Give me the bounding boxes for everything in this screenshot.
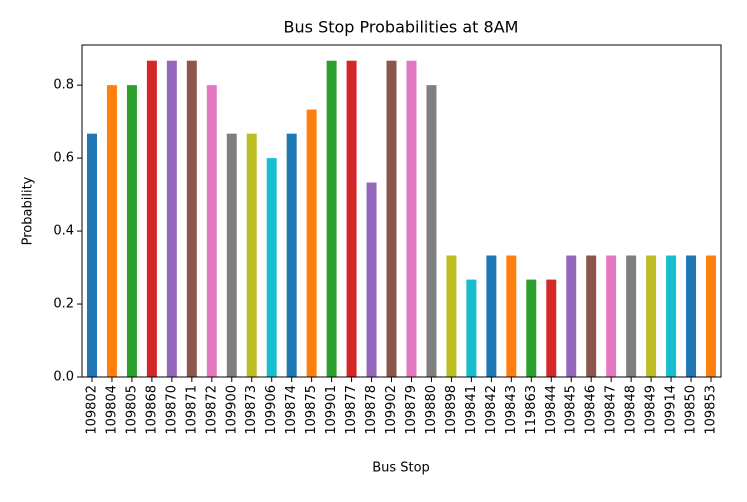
bar — [446, 255, 457, 377]
chart-title: Bus Stop Probabilities at 8AM — [284, 18, 519, 37]
bar — [126, 85, 137, 377]
bar — [146, 60, 157, 377]
x-tick-label: 109900 — [224, 385, 239, 435]
x-tick-label: 109874 — [284, 385, 299, 435]
x-tick-label: 109847 — [604, 385, 619, 435]
x-tick-label: 109906 — [264, 385, 279, 435]
bar — [666, 255, 677, 377]
x-tick-label: 109850 — [684, 385, 699, 435]
bar — [646, 255, 657, 377]
bar — [206, 85, 217, 377]
x-tick-label: 109875 — [304, 385, 319, 435]
x-axis-label: Bus Stop — [372, 461, 430, 476]
bar — [486, 255, 497, 377]
x-tick-label: 109873 — [244, 385, 259, 435]
bar — [166, 60, 177, 377]
bar — [226, 133, 237, 377]
bar — [566, 255, 577, 377]
bar — [626, 255, 637, 377]
bar — [346, 60, 357, 377]
bar — [326, 60, 337, 377]
x-tick-label: 109880 — [424, 385, 439, 435]
x-tick-label: 109843 — [504, 385, 519, 435]
x-tick-label: 109879 — [404, 385, 419, 435]
x-tick-label: 109872 — [204, 385, 219, 435]
x-tick-label: 119863 — [524, 385, 539, 435]
bar — [406, 60, 417, 377]
y-tick-label: 0.2 — [53, 297, 74, 312]
bar — [686, 255, 697, 377]
x-tick-label: 109868 — [144, 385, 159, 435]
bar — [386, 60, 397, 377]
bar — [546, 279, 557, 377]
y-tick-label: 0.6 — [53, 151, 74, 166]
x-tick-label: 109848 — [624, 385, 639, 435]
bar — [306, 109, 317, 378]
x-tick-label: 109805 — [124, 385, 139, 435]
x-tick-label: 109849 — [644, 385, 659, 435]
bar — [106, 85, 117, 377]
x-tick-label: 109804 — [104, 385, 119, 435]
x-tick-label: 109877 — [344, 385, 359, 435]
bar — [466, 279, 477, 377]
x-tick-label: 109902 — [384, 385, 399, 435]
bar — [366, 182, 377, 377]
x-tick-label: 109842 — [484, 385, 499, 435]
x-tick-label: 109914 — [664, 385, 679, 435]
bar — [286, 133, 297, 377]
bar — [526, 279, 537, 377]
y-tick-label: 0.8 — [53, 78, 74, 93]
x-tick-label: 109844 — [544, 385, 559, 435]
bar — [246, 133, 257, 377]
x-tick-label: 109871 — [184, 385, 199, 435]
y-axis-label: Probability — [21, 176, 36, 245]
x-tick-label: 109853 — [704, 385, 719, 435]
x-tick-label: 109878 — [364, 385, 379, 435]
x-tick-label: 109802 — [84, 385, 99, 435]
bar — [606, 255, 617, 377]
plot-frame — [81, 44, 722, 378]
x-tick-label: 109841 — [464, 385, 479, 435]
x-tick-label: 109845 — [564, 385, 579, 435]
y-tick-label: 0.0 — [53, 370, 74, 385]
bar — [586, 255, 597, 377]
bar — [506, 255, 517, 377]
bar — [86, 133, 97, 377]
bar — [706, 255, 717, 377]
x-tick-label: 109870 — [164, 385, 179, 435]
bar — [426, 85, 437, 377]
x-tick-label: 109901 — [324, 385, 339, 435]
x-tick-label: 109846 — [584, 385, 599, 435]
bar — [266, 158, 277, 377]
y-tick-label: 0.4 — [53, 224, 74, 239]
x-tick-label: 109898 — [444, 385, 459, 435]
bar — [186, 60, 197, 377]
